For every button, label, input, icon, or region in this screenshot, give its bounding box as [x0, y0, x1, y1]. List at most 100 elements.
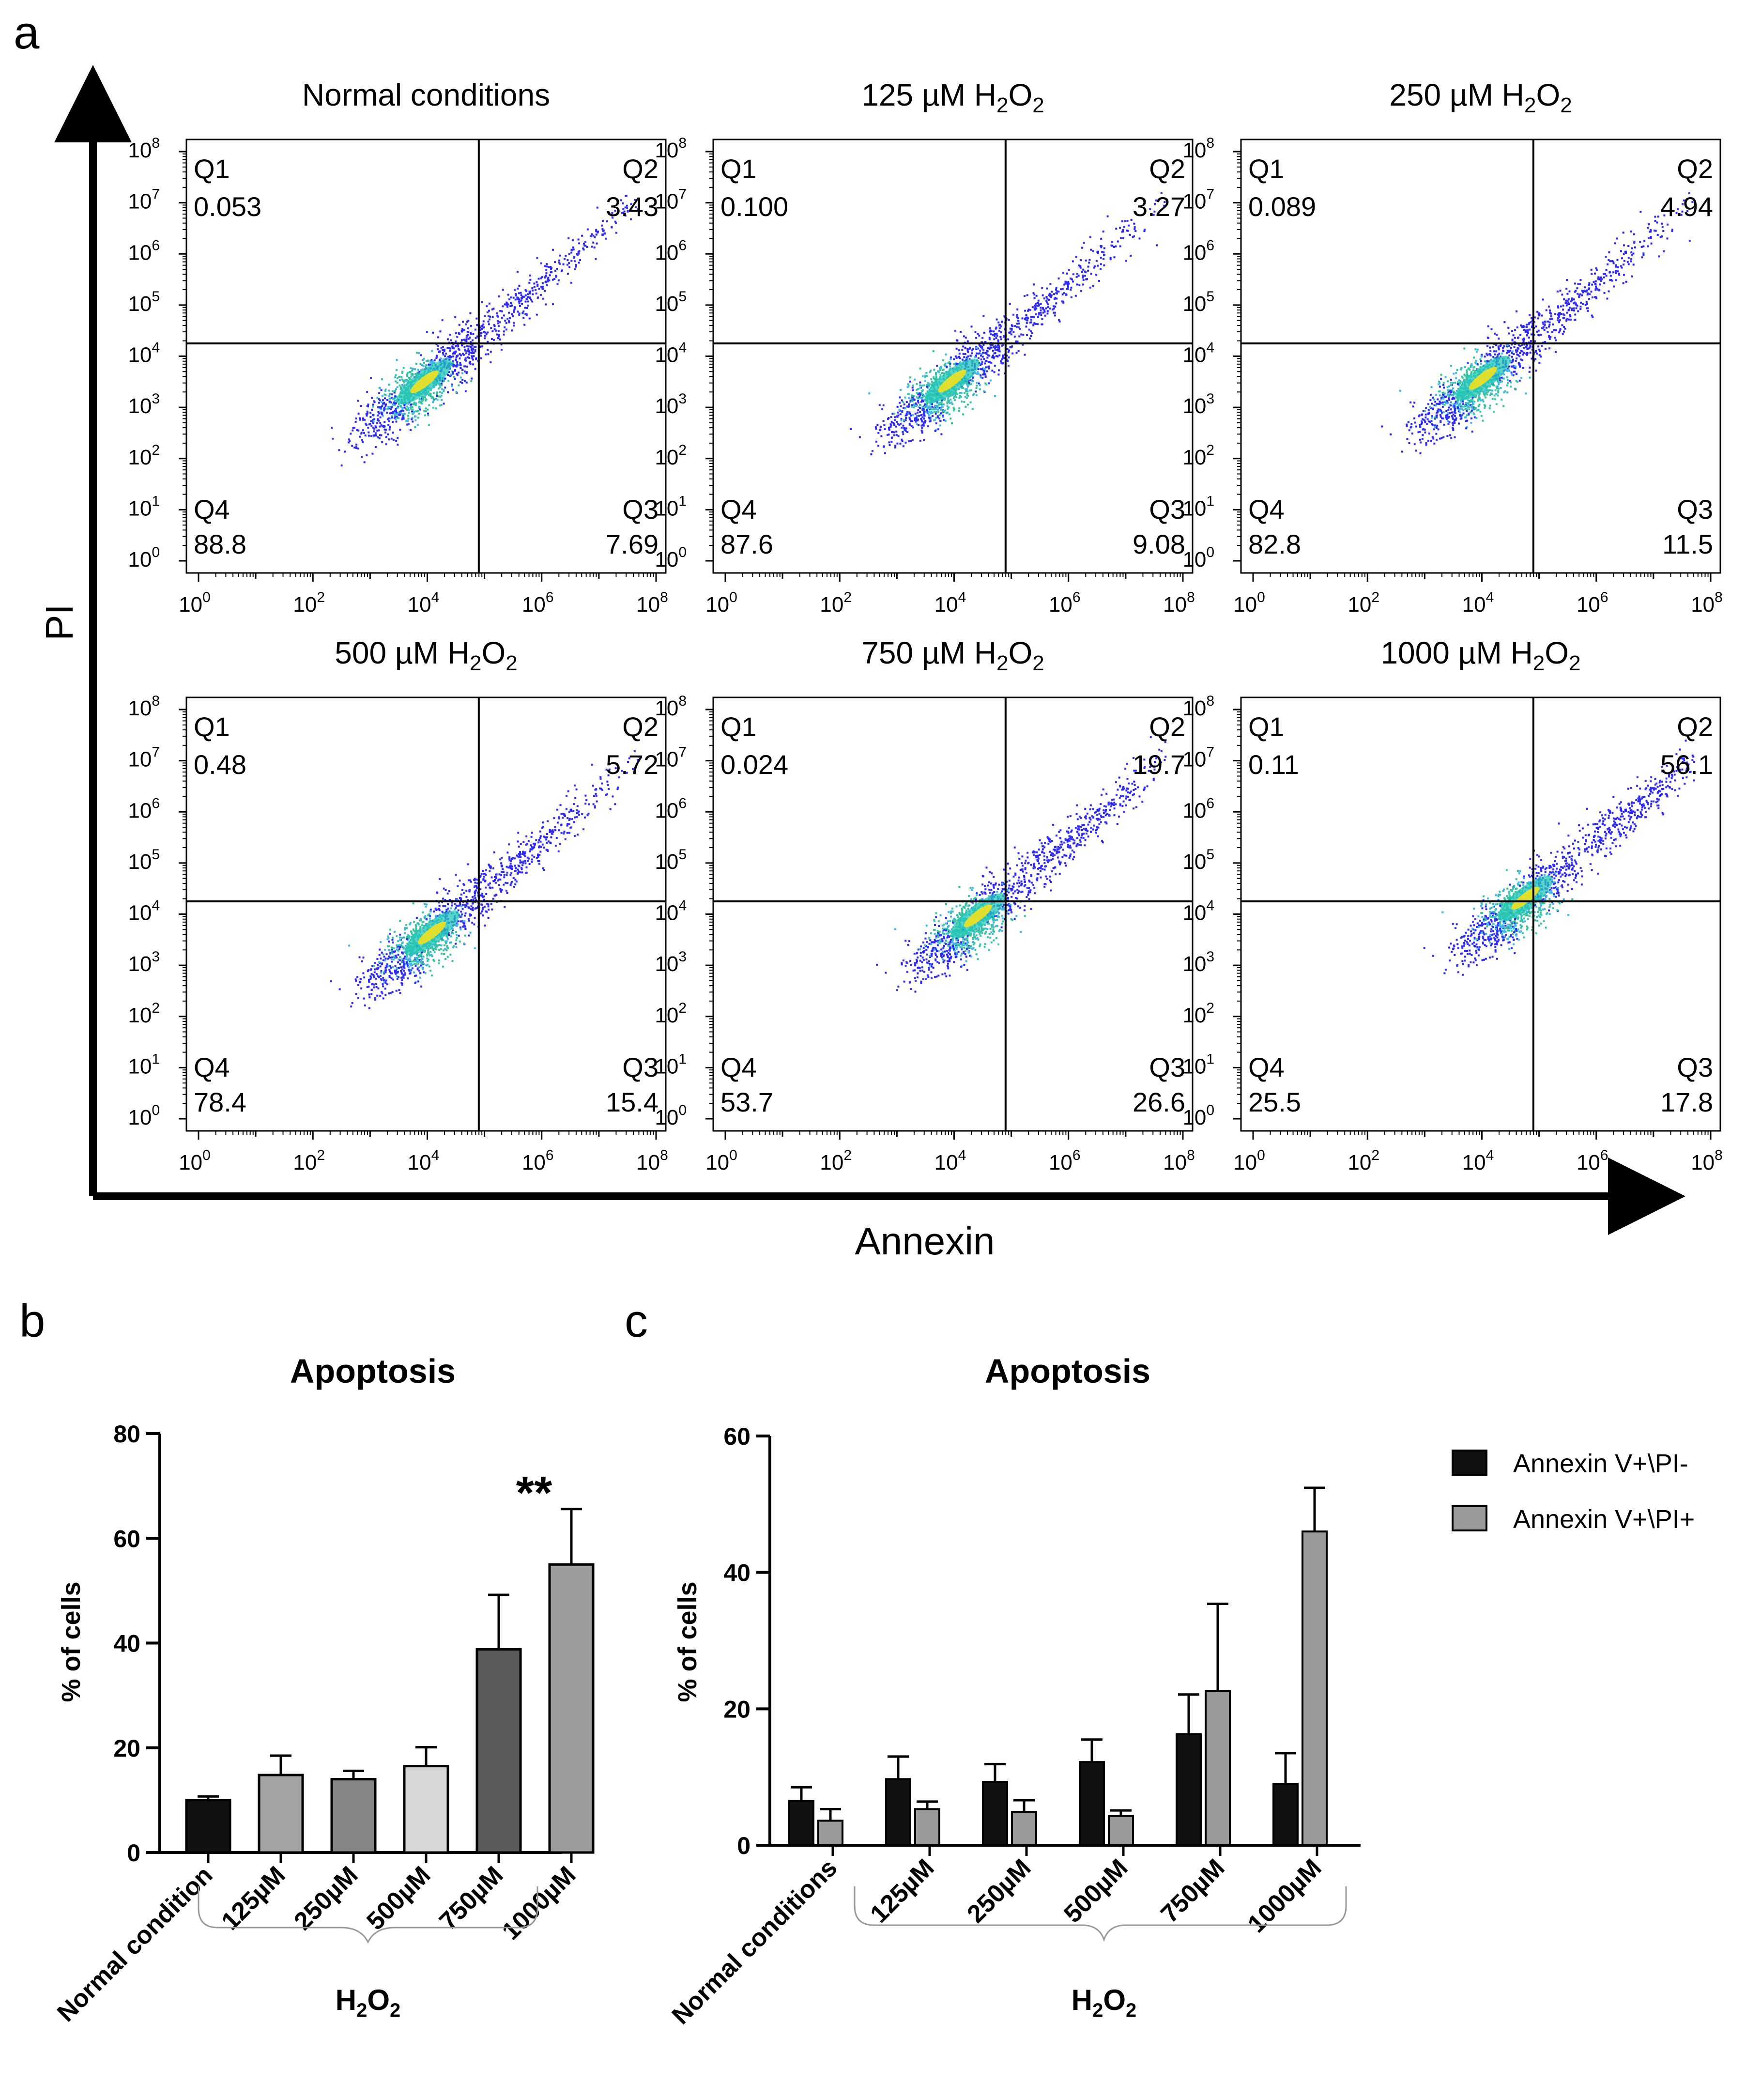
flow-event [980, 341, 983, 343]
flow-event [1037, 316, 1040, 318]
flow-plot-title: 250 µM H2O2 [1389, 77, 1572, 117]
flow-event [499, 309, 502, 312]
flow-event [1082, 283, 1084, 286]
flow-event [417, 980, 419, 983]
flow-event [439, 351, 441, 353]
flow-event [406, 371, 409, 374]
flow-event [1604, 273, 1607, 275]
flow-event [1565, 304, 1568, 307]
flow-event [490, 327, 492, 329]
flow-event [1433, 428, 1435, 431]
flow-event [1031, 316, 1034, 318]
flow-event [1045, 307, 1047, 309]
flow-event [507, 293, 509, 296]
flow-event [980, 368, 983, 371]
flow-event [403, 384, 406, 386]
flow-event [1605, 269, 1608, 271]
flow-event [1497, 347, 1500, 349]
flow-event [505, 322, 507, 324]
flow-event [1617, 266, 1619, 268]
flow-event [411, 403, 414, 405]
x-tick-label: 100 [1233, 589, 1265, 617]
flow-event [922, 424, 925, 427]
flow-event [1471, 400, 1473, 402]
flow-event [1043, 297, 1045, 300]
flow-event [1448, 421, 1451, 423]
flow-event [470, 343, 472, 346]
flow-event [390, 408, 392, 410]
flow-event [1579, 293, 1582, 295]
flow-event [437, 387, 440, 390]
flow-event [1506, 352, 1508, 354]
flow-event [958, 356, 961, 358]
flow-event [1562, 330, 1565, 333]
flow-event [922, 409, 925, 411]
flow-event [1082, 278, 1085, 281]
flow-event [418, 412, 420, 415]
flow-event [626, 204, 628, 207]
flow-event [497, 337, 499, 340]
flow-event [398, 414, 400, 416]
flow-event [382, 399, 384, 401]
flow-event [1467, 402, 1470, 405]
flow-event [1452, 405, 1455, 408]
flow-event [1557, 319, 1559, 322]
flow-event [1033, 293, 1036, 296]
flow-event [468, 350, 470, 353]
flow-event [1493, 384, 1495, 386]
flow-event [1606, 297, 1608, 300]
flow-event [880, 426, 882, 428]
flow-event [1519, 358, 1522, 361]
flow-event [895, 431, 898, 433]
flow-event [1538, 354, 1541, 356]
flow-event [379, 434, 381, 436]
flow-event [446, 338, 449, 340]
flow-event [1103, 254, 1105, 256]
flow-event [389, 393, 391, 395]
flow-event [1044, 314, 1046, 317]
flow-event [1439, 382, 1441, 384]
flow-event [1093, 266, 1095, 269]
flow-event [1641, 256, 1643, 259]
flow-event [939, 373, 942, 376]
flow-event [1119, 245, 1121, 247]
flow-event [1661, 226, 1664, 228]
flow-event [432, 392, 435, 394]
flow-event [1463, 379, 1466, 381]
flow-event [472, 348, 474, 350]
flow-event [923, 439, 925, 441]
flow-event [1501, 380, 1503, 383]
flow-event [1656, 233, 1659, 236]
flow-event [1458, 409, 1460, 411]
flow-event [1633, 242, 1636, 244]
flow-event [383, 421, 386, 423]
flow-event [455, 365, 458, 368]
flow-event [915, 420, 917, 423]
flow-event [1034, 309, 1036, 311]
flow-event [985, 359, 988, 362]
flow-event [1484, 355, 1486, 358]
flow-event [1565, 279, 1568, 281]
flow-event [391, 397, 393, 399]
flow-event [977, 368, 980, 371]
flow-event [391, 390, 394, 392]
flow-event [979, 384, 981, 386]
flow-event [457, 343, 459, 346]
flow-event [1419, 424, 1421, 426]
flow-event [1425, 444, 1427, 446]
flow-event [536, 281, 538, 283]
flow-event [920, 401, 923, 403]
flow-event [1082, 268, 1085, 271]
flow-event [953, 395, 955, 398]
flow-event [957, 363, 959, 365]
x-tick-label: 102 [1348, 589, 1379, 617]
flow-event [417, 417, 419, 419]
flow-event [1486, 345, 1489, 347]
flow-event [1516, 381, 1518, 383]
flow-event [946, 401, 949, 403]
flow-event [1521, 350, 1524, 353]
flow-event [605, 237, 607, 240]
flow-event [997, 345, 1000, 347]
flow-event [1453, 405, 1455, 407]
flow-event [989, 379, 992, 382]
